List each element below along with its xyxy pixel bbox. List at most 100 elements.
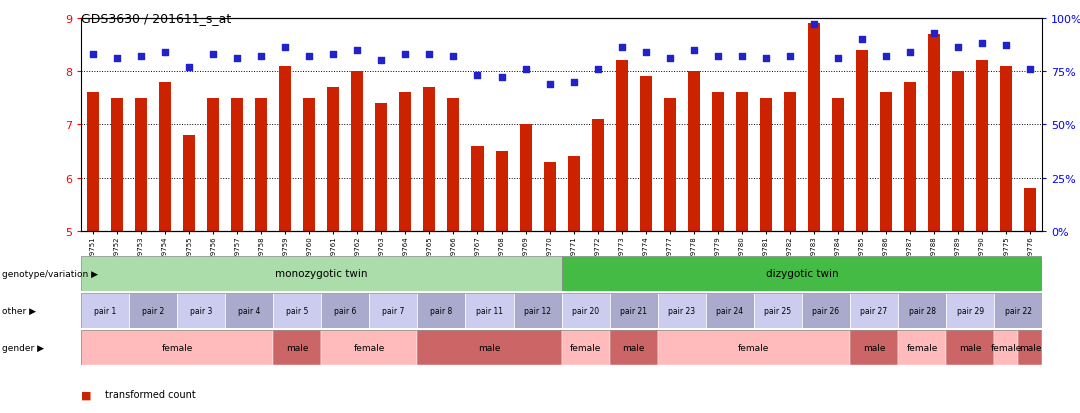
Text: monozygotic twin: monozygotic twin — [275, 268, 367, 279]
Point — [949, 45, 967, 52]
Point — [204, 52, 221, 58]
Bar — [159, 83, 171, 231]
Bar — [760, 98, 772, 231]
Bar — [417, 330, 562, 366]
Bar — [880, 93, 892, 231]
Point — [469, 73, 486, 79]
Point — [806, 21, 823, 28]
Text: dizygotic twin: dizygotic twin — [766, 268, 838, 279]
Text: other ▶: other ▶ — [2, 306, 36, 315]
Bar — [928, 35, 940, 231]
Point — [541, 81, 558, 88]
Bar — [784, 93, 796, 231]
Bar — [543, 162, 555, 231]
Bar — [808, 24, 820, 231]
Text: pair 5: pair 5 — [286, 306, 309, 315]
Point — [973, 41, 990, 47]
Point — [517, 66, 535, 73]
Bar — [177, 293, 226, 328]
Bar — [616, 61, 627, 231]
Bar — [688, 72, 700, 231]
Bar — [447, 98, 459, 231]
Bar — [946, 293, 995, 328]
Bar — [1018, 330, 1042, 366]
Bar — [568, 157, 580, 231]
Bar — [832, 98, 843, 231]
Bar — [273, 330, 322, 366]
Text: ■: ■ — [81, 389, 92, 399]
Bar — [184, 135, 195, 231]
Bar — [754, 293, 802, 328]
Bar — [976, 61, 988, 231]
Bar — [658, 293, 706, 328]
Text: pair 8: pair 8 — [430, 306, 453, 315]
Point — [902, 49, 919, 56]
Bar — [87, 93, 99, 231]
Bar — [417, 293, 465, 328]
Text: pair 11: pair 11 — [476, 306, 503, 315]
Bar — [226, 293, 273, 328]
Bar — [376, 104, 388, 231]
Bar — [899, 330, 946, 366]
Text: pair 6: pair 6 — [334, 306, 356, 315]
Bar — [946, 330, 995, 366]
Point — [349, 47, 366, 54]
Point — [253, 54, 270, 60]
Bar — [322, 330, 417, 366]
Text: pair 23: pair 23 — [669, 306, 696, 315]
Bar — [953, 72, 964, 231]
Bar — [81, 330, 273, 366]
Bar — [562, 330, 610, 366]
Point — [589, 66, 606, 73]
Point — [661, 56, 678, 62]
Point — [396, 52, 414, 58]
Text: pair 12: pair 12 — [524, 306, 551, 315]
Bar — [802, 293, 850, 328]
Text: female: female — [353, 344, 386, 352]
Point — [276, 45, 294, 52]
Text: female: female — [990, 344, 1022, 352]
Bar — [255, 98, 267, 231]
Text: pair 2: pair 2 — [141, 306, 164, 315]
Point — [325, 52, 342, 58]
Text: GDS3630 / 201611_s_at: GDS3630 / 201611_s_at — [81, 12, 231, 25]
Text: pair 22: pair 22 — [1004, 306, 1031, 315]
Text: gender ▶: gender ▶ — [2, 344, 44, 352]
Text: pair 7: pair 7 — [382, 306, 405, 315]
Point — [757, 56, 774, 62]
Bar — [81, 256, 562, 291]
Bar — [81, 293, 130, 328]
Point — [300, 54, 318, 60]
Text: male: male — [959, 344, 982, 352]
Text: ■: ■ — [81, 412, 92, 413]
Bar — [995, 293, 1042, 328]
Point — [926, 30, 943, 37]
Bar — [322, 293, 369, 328]
Text: pair 4: pair 4 — [238, 306, 260, 315]
Point — [157, 49, 174, 56]
Point — [492, 75, 510, 81]
Text: pair 26: pair 26 — [812, 306, 839, 315]
Bar — [904, 83, 916, 231]
Bar — [400, 93, 411, 231]
Point — [877, 54, 894, 60]
Bar — [562, 293, 610, 328]
Point — [710, 54, 727, 60]
Bar — [465, 293, 514, 328]
Point — [998, 43, 1015, 50]
Bar — [735, 93, 747, 231]
Text: female: female — [570, 344, 602, 352]
Bar — [135, 98, 147, 231]
Bar — [610, 293, 658, 328]
Text: pair 24: pair 24 — [716, 306, 743, 315]
Point — [637, 49, 654, 56]
Point — [685, 47, 702, 54]
Point — [733, 54, 751, 60]
Bar — [592, 120, 604, 231]
Point — [829, 56, 847, 62]
Text: female: female — [906, 344, 937, 352]
Bar — [423, 88, 435, 231]
Text: pair 27: pair 27 — [861, 306, 888, 315]
Bar — [664, 98, 676, 231]
Bar — [706, 293, 754, 328]
